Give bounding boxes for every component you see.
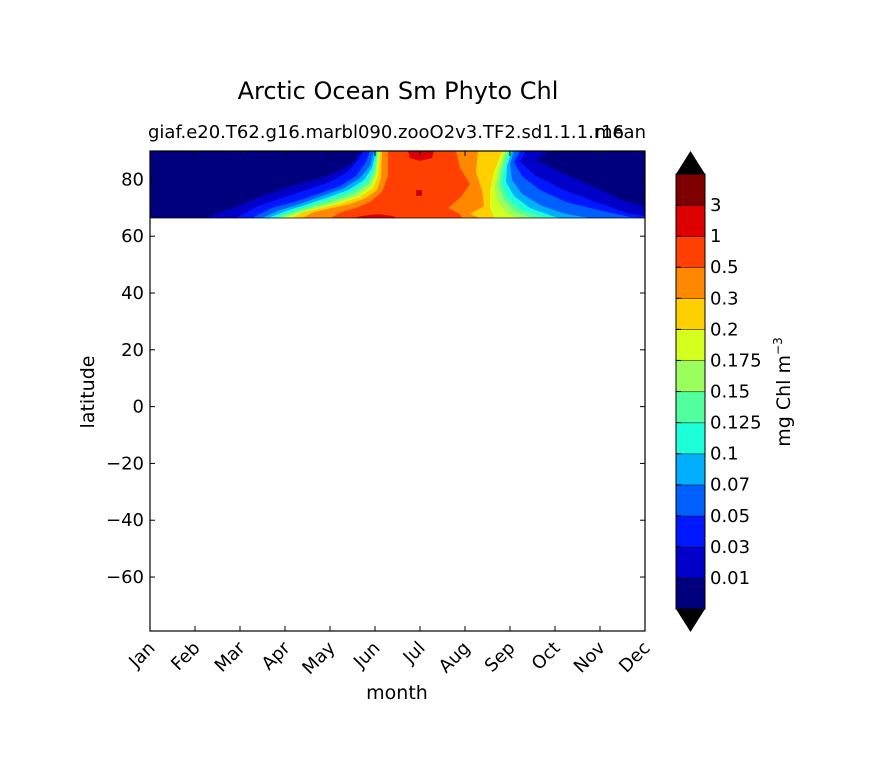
colorbar-block: [675, 422, 706, 455]
x-tick-label: Oct: [528, 638, 565, 675]
colorbar-under-arrow: [676, 609, 705, 632]
colorbar-block: [675, 515, 706, 548]
x-tick-label: Dec: [615, 638, 654, 677]
contour-level-13-patch: [418, 191, 421, 194]
y-tick-label: 60: [121, 226, 144, 247]
colorbar-block: [675, 577, 706, 610]
plot-frame: [149, 150, 646, 632]
x-axis-label: month: [366, 682, 428, 704]
x-tick-label: Jul: [399, 638, 430, 669]
colorbar-labels: 0.01 0.03 0.05 0.07 0.1 0.125 0.15 0.175 0.2 0.3 0…: [676, 195, 762, 589]
plot-area: Jan Feb Mar Apr May Jun Jul Aug Sep Oct Nov Dec 80 6…: [106, 150, 655, 679]
y-axis-label: latitude: [77, 356, 99, 429]
x-tick-label: Sep: [481, 638, 520, 677]
colorbar-level-label: 0.125: [710, 413, 762, 434]
contour-level-12-region: [408, 151, 434, 161]
x-tick-label: Apr: [258, 637, 295, 674]
colorbar-frame: [675, 173, 706, 610]
x-tick-label: Jun: [349, 638, 384, 673]
colorbar: 0.01 0.03 0.05 0.07 0.1 0.125 0.15 0.175 0.2 0.3 0…: [675, 151, 762, 632]
colorbar-level-label: 0.05: [710, 506, 750, 527]
colorbar-level-label: 1: [710, 226, 721, 247]
colorbar-level-label: 0.5: [710, 257, 739, 278]
colorbar-level-label: 0.07: [710, 475, 750, 496]
x-tick-label: Mar: [211, 637, 250, 676]
colorbar-label: mg Chl m−3: [771, 337, 795, 446]
contour-field: [150, 151, 645, 218]
x-tick-label: Feb: [167, 638, 204, 675]
colorbar-block: [675, 173, 706, 206]
chart-subtitle-mean: mean: [595, 122, 646, 143]
x-tick-label: Aug: [435, 638, 475, 678]
y-tick-label: 20: [121, 340, 144, 361]
colorbar-block: [675, 235, 706, 268]
x-tick-label: Nov: [570, 637, 610, 677]
y-tick-label: −40: [106, 510, 144, 531]
colorbar-level-label: 0.15: [710, 382, 750, 403]
colorbar-level-label: 0.3: [710, 288, 739, 309]
y-axis-ticks: 80 60 40 20 0 −20 −40 −60: [106, 169, 645, 588]
colorbar-level-label: 3: [710, 195, 721, 216]
plot-background: [150, 151, 645, 631]
chart-subtitle-case: giaf.e20.T62.g16.marbl090.zooO2v3.TF2.sd…: [148, 122, 624, 143]
contour-level-12-edge: [352, 214, 398, 218]
colorbar-block: [675, 453, 706, 486]
y-tick-label: −20: [106, 453, 144, 474]
colorbar-block: [675, 484, 706, 517]
colorbar-block: [675, 204, 706, 237]
colorbar-block: [675, 329, 706, 361]
colorbar-block: [675, 266, 706, 299]
colorbar-level-label: 0.2: [710, 319, 739, 340]
chart-title: Arctic Ocean Sm Phyto Chl: [238, 77, 559, 105]
y-tick-label: 0: [133, 397, 144, 418]
x-tick-label: Jan: [124, 638, 159, 673]
colorbar-level-label: 0.01: [710, 568, 750, 589]
colorbar-over-arrow: [676, 151, 705, 174]
colorbar-block: [675, 360, 706, 393]
colorbar-level-label: 0.175: [710, 350, 762, 371]
y-tick-label: 80: [121, 169, 144, 190]
y-tick-label: 40: [121, 283, 144, 304]
colorbar-label-text: mg Chl m: [773, 355, 795, 447]
colorbar-block: [675, 391, 706, 424]
y-tick-label: −60: [106, 567, 144, 588]
colorbar-level-label: 0.1: [710, 444, 739, 465]
contour-level-11-region: [330, 151, 470, 218]
colorbar-block: [675, 546, 706, 579]
x-tick-label: May: [298, 637, 339, 678]
colorbar-block: [675, 298, 706, 330]
colorbar-level-label: 0.03: [710, 537, 750, 558]
colorbar-blocks: [675, 173, 706, 610]
colorbar-label-exponent: −3: [771, 337, 785, 355]
